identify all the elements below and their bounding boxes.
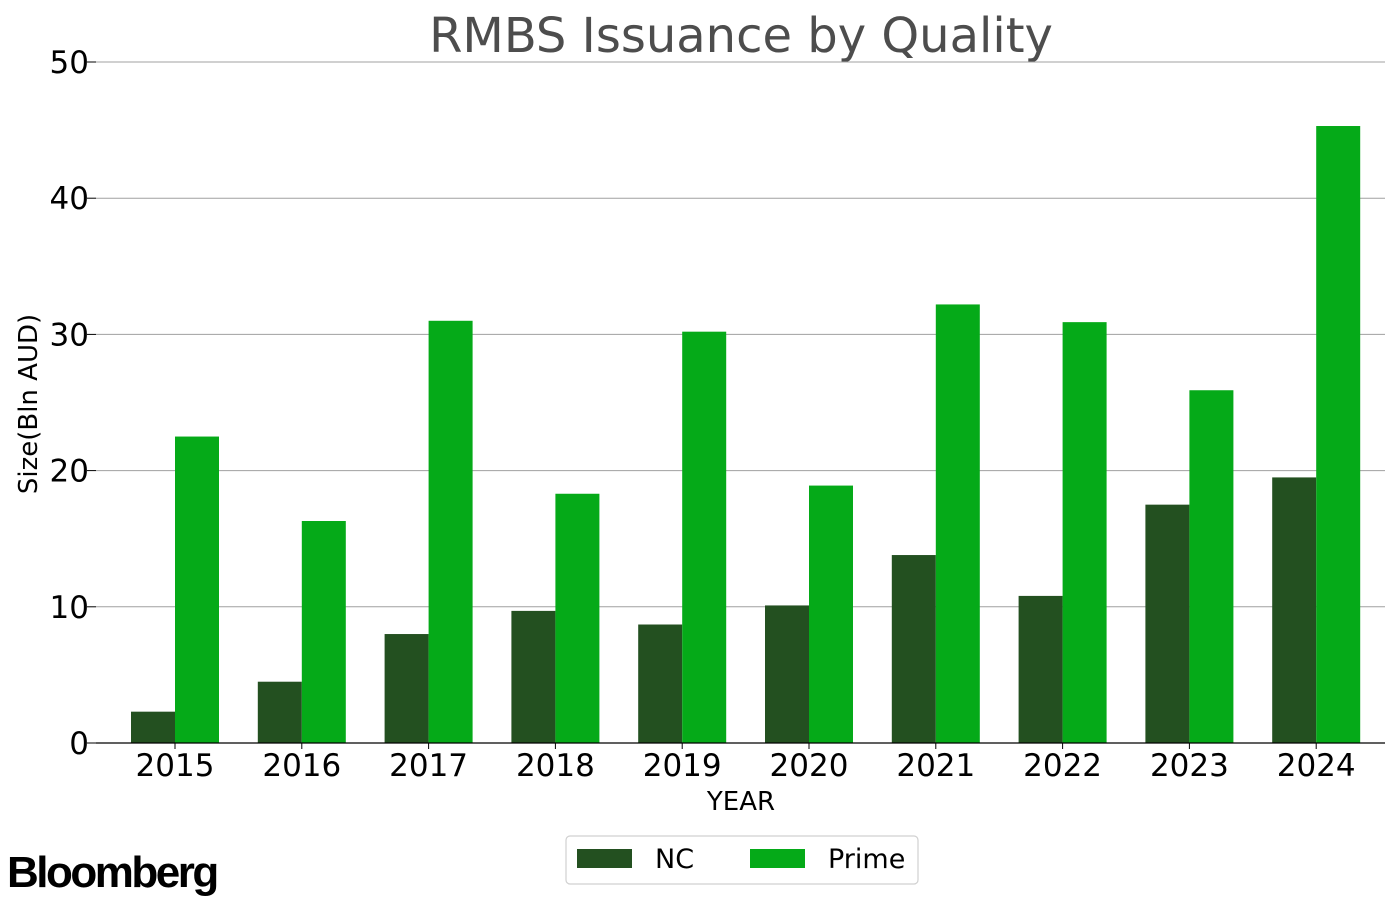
bar-group-2018 bbox=[511, 493, 600, 743]
bar-prime-2017 bbox=[428, 320, 473, 743]
x-tick-label: 2016 bbox=[262, 748, 341, 784]
x-tick-label: 2019 bbox=[643, 748, 722, 784]
legend-swatch-prime bbox=[750, 849, 805, 868]
y-tick-label: 50 bbox=[50, 45, 89, 81]
bar-group-2024 bbox=[1272, 126, 1361, 744]
legend-swatch-nc bbox=[577, 849, 632, 868]
bar-groups bbox=[131, 126, 1361, 744]
bloomberg-logo: Bloomberg bbox=[7, 848, 217, 897]
legend: NC Prime bbox=[565, 835, 919, 885]
y-tick-label: 30 bbox=[50, 317, 89, 353]
y-tick-label: 0 bbox=[69, 726, 89, 762]
bar-prime-2019 bbox=[682, 331, 727, 743]
bar-nc-2019 bbox=[638, 624, 683, 743]
bar-group-2016 bbox=[257, 520, 346, 743]
bar-prime-2021 bbox=[935, 304, 980, 743]
bar-group-2022 bbox=[1018, 322, 1107, 743]
bar-prime-2018 bbox=[555, 493, 600, 743]
bar-group-2019 bbox=[638, 331, 727, 743]
bar-nc-2021 bbox=[891, 555, 936, 743]
x-tick-label: 2020 bbox=[770, 748, 849, 784]
bar-group-2023 bbox=[1145, 390, 1234, 743]
bar-nc-2020 bbox=[765, 605, 809, 743]
x-tick-label: 2021 bbox=[896, 748, 975, 784]
legend-frame bbox=[565, 835, 919, 885]
bar-group-2015 bbox=[131, 436, 219, 743]
bar-nc-2024 bbox=[1272, 477, 1317, 743]
chart-title: RMBS Issuance by Quality bbox=[429, 8, 1053, 64]
bar-prime-2023 bbox=[1189, 390, 1234, 743]
legend-label-nc: NC bbox=[655, 844, 694, 875]
x-tick-label: 2018 bbox=[516, 748, 595, 784]
bar-prime-2016 bbox=[301, 520, 346, 743]
bar-group-2021 bbox=[891, 304, 980, 743]
x-tick-label: 2015 bbox=[136, 748, 215, 784]
legend-label-prime: Prime bbox=[828, 844, 905, 875]
x-tick-label: 2017 bbox=[389, 748, 468, 784]
bar-nc-2015 bbox=[131, 711, 175, 743]
bar-prime-2022 bbox=[1062, 322, 1107, 743]
bar-nc-2017 bbox=[384, 634, 429, 743]
bar-nc-2023 bbox=[1145, 504, 1190, 743]
bar-group-2017 bbox=[384, 320, 473, 743]
y-tick-label: 10 bbox=[50, 590, 89, 626]
y-axis-label: Size(Bln AUD) bbox=[14, 314, 44, 494]
x-tick-label: 2023 bbox=[1150, 748, 1229, 784]
x-tick-label: 2024 bbox=[1277, 748, 1356, 784]
bar-prime-2024 bbox=[1316, 126, 1361, 744]
x-tick-label: 2022 bbox=[1023, 748, 1102, 784]
bar-prime-2020 bbox=[809, 485, 853, 743]
bar-nc-2022 bbox=[1018, 595, 1063, 743]
x-axis-label: YEAR bbox=[706, 787, 775, 817]
y-tick-label: 40 bbox=[50, 181, 89, 217]
bar-nc-2018 bbox=[511, 610, 556, 743]
y-tick-label: 20 bbox=[50, 454, 89, 490]
bar-prime-2015 bbox=[175, 436, 219, 743]
bar-group-2020 bbox=[765, 485, 853, 743]
y-axis: 0 10 20 30 40 50 bbox=[50, 45, 96, 762]
bar-nc-2016 bbox=[257, 681, 302, 743]
x-axis: 2015 2016 2017 2018 2019 2020 2021 2022 2023 2024 bbox=[96, 742, 1385, 784]
